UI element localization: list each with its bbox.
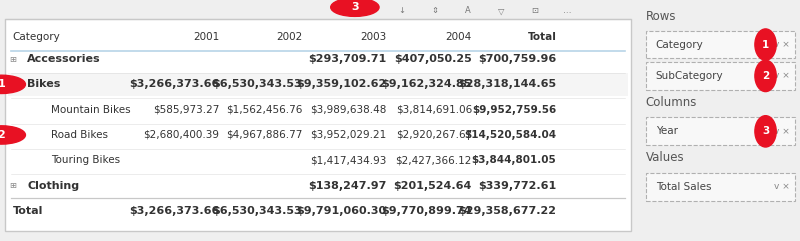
Text: A: A bbox=[466, 6, 471, 15]
Text: Bikes: Bikes bbox=[27, 79, 61, 89]
Text: ⊡: ⊡ bbox=[530, 6, 538, 15]
Text: v ×: v × bbox=[774, 127, 790, 136]
Text: Total: Total bbox=[13, 206, 43, 216]
Text: $6,530,343.53: $6,530,343.53 bbox=[213, 79, 302, 89]
Circle shape bbox=[0, 75, 26, 94]
FancyBboxPatch shape bbox=[646, 173, 795, 201]
FancyBboxPatch shape bbox=[8, 73, 628, 96]
Text: ↓: ↓ bbox=[398, 6, 406, 15]
FancyBboxPatch shape bbox=[646, 31, 795, 59]
Text: Clothing: Clothing bbox=[27, 181, 79, 191]
Text: 2001: 2001 bbox=[193, 32, 219, 42]
Circle shape bbox=[0, 126, 26, 144]
Text: 2: 2 bbox=[0, 130, 5, 140]
Text: $339,772.61: $339,772.61 bbox=[478, 181, 557, 191]
Text: v ×: v × bbox=[774, 182, 790, 191]
Text: ⊟: ⊟ bbox=[10, 80, 17, 89]
Circle shape bbox=[755, 116, 776, 147]
Text: ↑: ↑ bbox=[366, 6, 372, 15]
Text: $3,266,373.66: $3,266,373.66 bbox=[129, 206, 219, 216]
Text: $585,973.27: $585,973.27 bbox=[153, 105, 219, 115]
Text: Total Sales: Total Sales bbox=[656, 182, 711, 192]
Text: Rows: Rows bbox=[646, 10, 676, 23]
Text: 3: 3 bbox=[351, 2, 358, 12]
Text: Values: Values bbox=[646, 151, 685, 164]
Text: SubCategory: SubCategory bbox=[656, 71, 723, 81]
Text: $2,920,267.67: $2,920,267.67 bbox=[396, 130, 472, 140]
Text: Year: Year bbox=[656, 126, 678, 136]
Circle shape bbox=[755, 60, 776, 92]
Text: 1: 1 bbox=[0, 79, 5, 89]
Circle shape bbox=[330, 0, 379, 16]
FancyBboxPatch shape bbox=[646, 117, 795, 145]
Text: 1: 1 bbox=[762, 40, 769, 50]
Text: $4,967,886.77: $4,967,886.77 bbox=[226, 130, 302, 140]
Text: $407,050.25: $407,050.25 bbox=[394, 54, 472, 64]
FancyBboxPatch shape bbox=[5, 19, 631, 231]
Text: ▽: ▽ bbox=[498, 6, 505, 15]
Text: 2002: 2002 bbox=[276, 32, 302, 42]
Text: ⇕: ⇕ bbox=[431, 6, 438, 15]
Text: $201,524.64: $201,524.64 bbox=[394, 181, 472, 191]
Text: 2: 2 bbox=[762, 71, 769, 81]
Text: Category: Category bbox=[656, 40, 703, 50]
Text: Columns: Columns bbox=[646, 96, 698, 109]
Text: $9,770,899.74: $9,770,899.74 bbox=[382, 206, 472, 216]
Text: …: … bbox=[563, 6, 571, 15]
FancyBboxPatch shape bbox=[646, 62, 795, 90]
Text: Touring Bikes: Touring Bikes bbox=[51, 155, 120, 165]
Text: $3,266,373.66: $3,266,373.66 bbox=[129, 79, 219, 89]
Text: $3,989,638.48: $3,989,638.48 bbox=[310, 105, 386, 115]
Text: Accessories: Accessories bbox=[27, 54, 101, 64]
Text: $29,358,677.22: $29,358,677.22 bbox=[458, 206, 557, 216]
Text: $14,520,584.04: $14,520,584.04 bbox=[464, 130, 557, 140]
Text: Total: Total bbox=[528, 32, 557, 42]
Text: Mountain Bikes: Mountain Bikes bbox=[51, 105, 130, 115]
Text: $28,318,144.65: $28,318,144.65 bbox=[458, 79, 557, 89]
Text: $138,247.97: $138,247.97 bbox=[308, 181, 386, 191]
Text: v ×: v × bbox=[774, 40, 790, 49]
Text: Category: Category bbox=[13, 32, 61, 42]
Text: ⊞: ⊞ bbox=[10, 181, 17, 190]
Text: $9,162,324.85: $9,162,324.85 bbox=[382, 79, 472, 89]
Text: $1,562,456.76: $1,562,456.76 bbox=[226, 105, 302, 115]
Text: $2,680,400.39: $2,680,400.39 bbox=[143, 130, 219, 140]
Text: 2004: 2004 bbox=[446, 32, 472, 42]
Text: $9,359,102.62: $9,359,102.62 bbox=[297, 79, 386, 89]
Text: $6,530,343.53: $6,530,343.53 bbox=[213, 206, 302, 216]
Circle shape bbox=[755, 29, 776, 60]
Text: $3,844,801.05: $3,844,801.05 bbox=[472, 155, 557, 165]
Text: 3: 3 bbox=[762, 126, 769, 136]
Text: 2003: 2003 bbox=[361, 32, 386, 42]
Text: $3,814,691.06: $3,814,691.06 bbox=[396, 105, 472, 115]
Text: $9,952,759.56: $9,952,759.56 bbox=[472, 105, 557, 115]
Text: $293,709.71: $293,709.71 bbox=[309, 54, 386, 64]
Text: v ×: v × bbox=[774, 71, 790, 80]
Text: Road Bikes: Road Bikes bbox=[51, 130, 108, 140]
Text: $2,427,366.12: $2,427,366.12 bbox=[395, 155, 472, 165]
Text: $3,952,029.21: $3,952,029.21 bbox=[310, 130, 386, 140]
Text: ⊞: ⊞ bbox=[10, 54, 17, 64]
Text: $700,759.96: $700,759.96 bbox=[478, 54, 557, 64]
Text: $9,791,060.30: $9,791,060.30 bbox=[297, 206, 386, 216]
Text: $1,417,434.93: $1,417,434.93 bbox=[310, 155, 386, 165]
